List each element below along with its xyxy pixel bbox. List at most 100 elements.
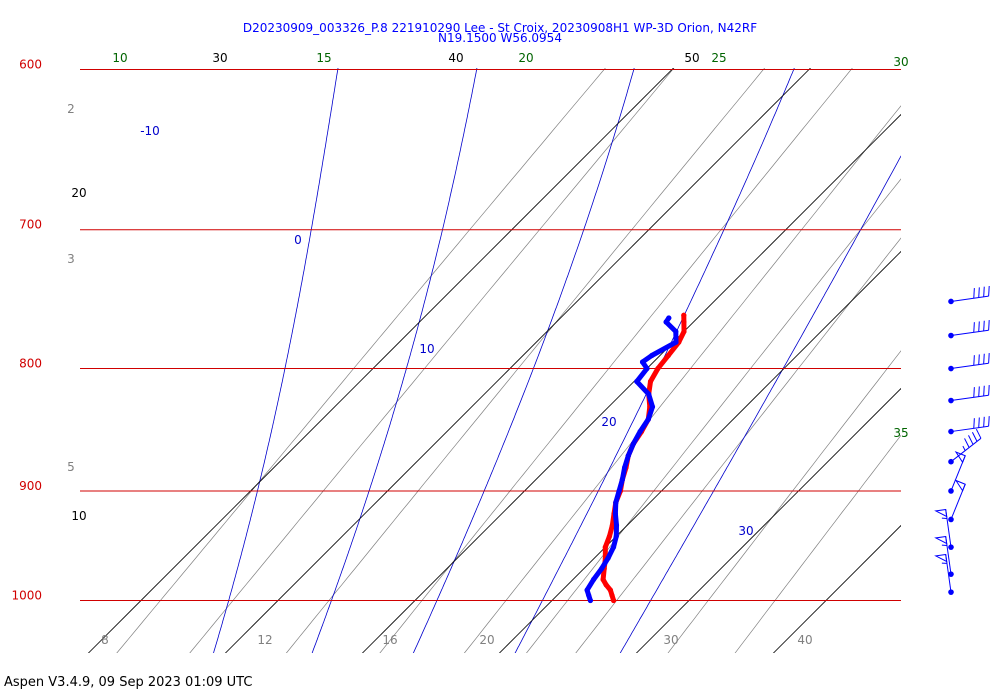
moist-adiabat-line — [412, 68, 635, 653]
temperature-profile-point — [603, 582, 609, 588]
moist-adiabat-line — [311, 68, 478, 653]
dry-adiabat-label: 35 — [893, 426, 908, 440]
isotherm-label: 10 — [71, 509, 86, 523]
dewpoint-profile-point — [622, 465, 628, 471]
pressure-tick-label: 1000 — [11, 589, 42, 603]
wind-barb — [934, 535, 954, 577]
wind-barb — [948, 416, 990, 435]
chart-subtitle: N19.1500 W56.0954 — [438, 31, 562, 45]
dewpoint-profile-point — [610, 544, 617, 550]
temperature-profile-point — [609, 522, 616, 528]
mixing-ratio-line — [463, 105, 901, 653]
isotherm-label: 30 — [212, 51, 227, 65]
moist-adiabat-label: 10 — [419, 342, 434, 356]
moist-adiabat-label: 20 — [601, 415, 616, 429]
dewpoint-profile-point — [613, 499, 619, 506]
isotherm-label: 20 — [71, 186, 86, 200]
pressure-tick-label: 900 — [19, 479, 42, 493]
moist-adiabat-line — [619, 155, 901, 653]
dewpoint-profile-point — [634, 378, 640, 385]
isotherm-line — [635, 387, 901, 653]
dewpoint-profile-point — [584, 587, 590, 593]
dewpoint-profile-point — [598, 566, 605, 572]
dewpoint-profile-point — [613, 533, 619, 539]
dewpoint-profile-point — [612, 511, 619, 517]
temperature-profile-point — [609, 592, 615, 598]
pressure-tick-label: 600 — [19, 58, 42, 72]
wind-barb — [948, 285, 990, 305]
isotherm-label: 40 — [448, 51, 463, 65]
dewpoint-profile-point — [619, 476, 626, 482]
dewpoint-profile-point — [646, 391, 652, 397]
isotherm-line — [498, 250, 901, 653]
temperature-profile-point — [681, 328, 687, 335]
dry-adiabat-label: 15 — [316, 51, 331, 65]
mixing-ratio-label: 16 — [382, 633, 397, 647]
dry-adiabat-label: 20 — [518, 51, 533, 65]
wind-barb — [934, 508, 954, 550]
chart-title: D20230909_003326_P.8 221910290 Lee - St … — [242, 21, 758, 35]
dewpoint-profile-point — [649, 352, 655, 359]
dewpoint-profile-point — [605, 555, 611, 561]
wind-barb — [934, 553, 954, 595]
mixing-ratio-line — [734, 434, 901, 653]
dewpoint-profile-point — [663, 319, 669, 325]
isotherm-line — [772, 524, 901, 653]
dewpoint-profile-point — [625, 453, 631, 459]
dewpoint-profile-point — [587, 597, 594, 604]
mixing-ratio-label: 3 — [67, 252, 75, 266]
mixing-ratio-label: 8 — [101, 633, 109, 647]
mixing-ratio-label: 40 — [797, 633, 812, 647]
dewpoint-profile-line — [584, 315, 679, 603]
dry-adiabat-label: 30 — [893, 55, 908, 69]
pressure-tick-label: 800 — [19, 357, 42, 371]
temperature-profile-point — [606, 533, 613, 539]
dewpoint-profile-point — [586, 592, 592, 598]
moist-adiabat-line — [514, 68, 795, 653]
mixing-ratio-label: 5 — [67, 460, 75, 474]
dewpoint-profile-point — [673, 328, 679, 335]
dewpoint-profile-point — [639, 359, 646, 365]
dewpoint-profile-point — [644, 365, 650, 372]
dewpoint-profile-point — [673, 339, 679, 345]
moist-adiabat-label: -10 — [140, 124, 160, 138]
dewpoint-profile-point — [630, 441, 637, 447]
dewpoint-profile-point — [666, 315, 672, 321]
pressure-tick-label: 700 — [19, 218, 42, 232]
mixing-ratio-line — [379, 68, 853, 653]
dewpoint-profile-point — [616, 488, 622, 494]
mixing-ratio-line — [526, 178, 901, 653]
temperature-profile-point — [655, 365, 661, 372]
isotherm-label: 50 — [684, 51, 699, 65]
wind-barb — [948, 479, 966, 523]
dry-adiabat-label: 10 — [112, 51, 127, 65]
mixing-ratio-line — [189, 68, 675, 653]
footer-version: Aspen V3.4.9, 09 Sep 2023 01:09 UTC — [4, 675, 253, 690]
temperature-profile-point — [611, 597, 617, 604]
wind-barb — [948, 320, 990, 339]
dewpoint-profile-point — [613, 522, 620, 528]
wind-barb — [948, 353, 990, 372]
moist-adiabat-line — [213, 68, 339, 653]
mixing-ratio-label: 20 — [479, 633, 494, 647]
mixing-ratio-line — [667, 350, 901, 653]
dewpoint-profile-point — [591, 576, 597, 583]
wind-barb — [948, 450, 966, 494]
mixing-ratio-line — [285, 68, 766, 653]
dewpoint-profile-point — [637, 429, 643, 435]
temperature-profile-point — [681, 312, 687, 318]
dewpoint-profile-point — [645, 416, 651, 422]
temperature-profile-point — [607, 587, 614, 593]
mixing-ratio-label: 30 — [663, 633, 678, 647]
wind-barb — [948, 385, 990, 404]
mixing-ratio-line — [116, 68, 606, 653]
mixing-ratio-label: 2 — [67, 102, 75, 116]
moist-adiabat-label: 0 — [294, 233, 302, 247]
isotherm-line — [87, 68, 675, 653]
moist-adiabat-label: 30 — [738, 524, 753, 538]
temperature-profile-point — [681, 319, 687, 325]
temperature-profile-point — [665, 352, 671, 359]
mixing-ratio-line — [575, 237, 901, 653]
mixing-ratio-label: 12 — [257, 633, 272, 647]
